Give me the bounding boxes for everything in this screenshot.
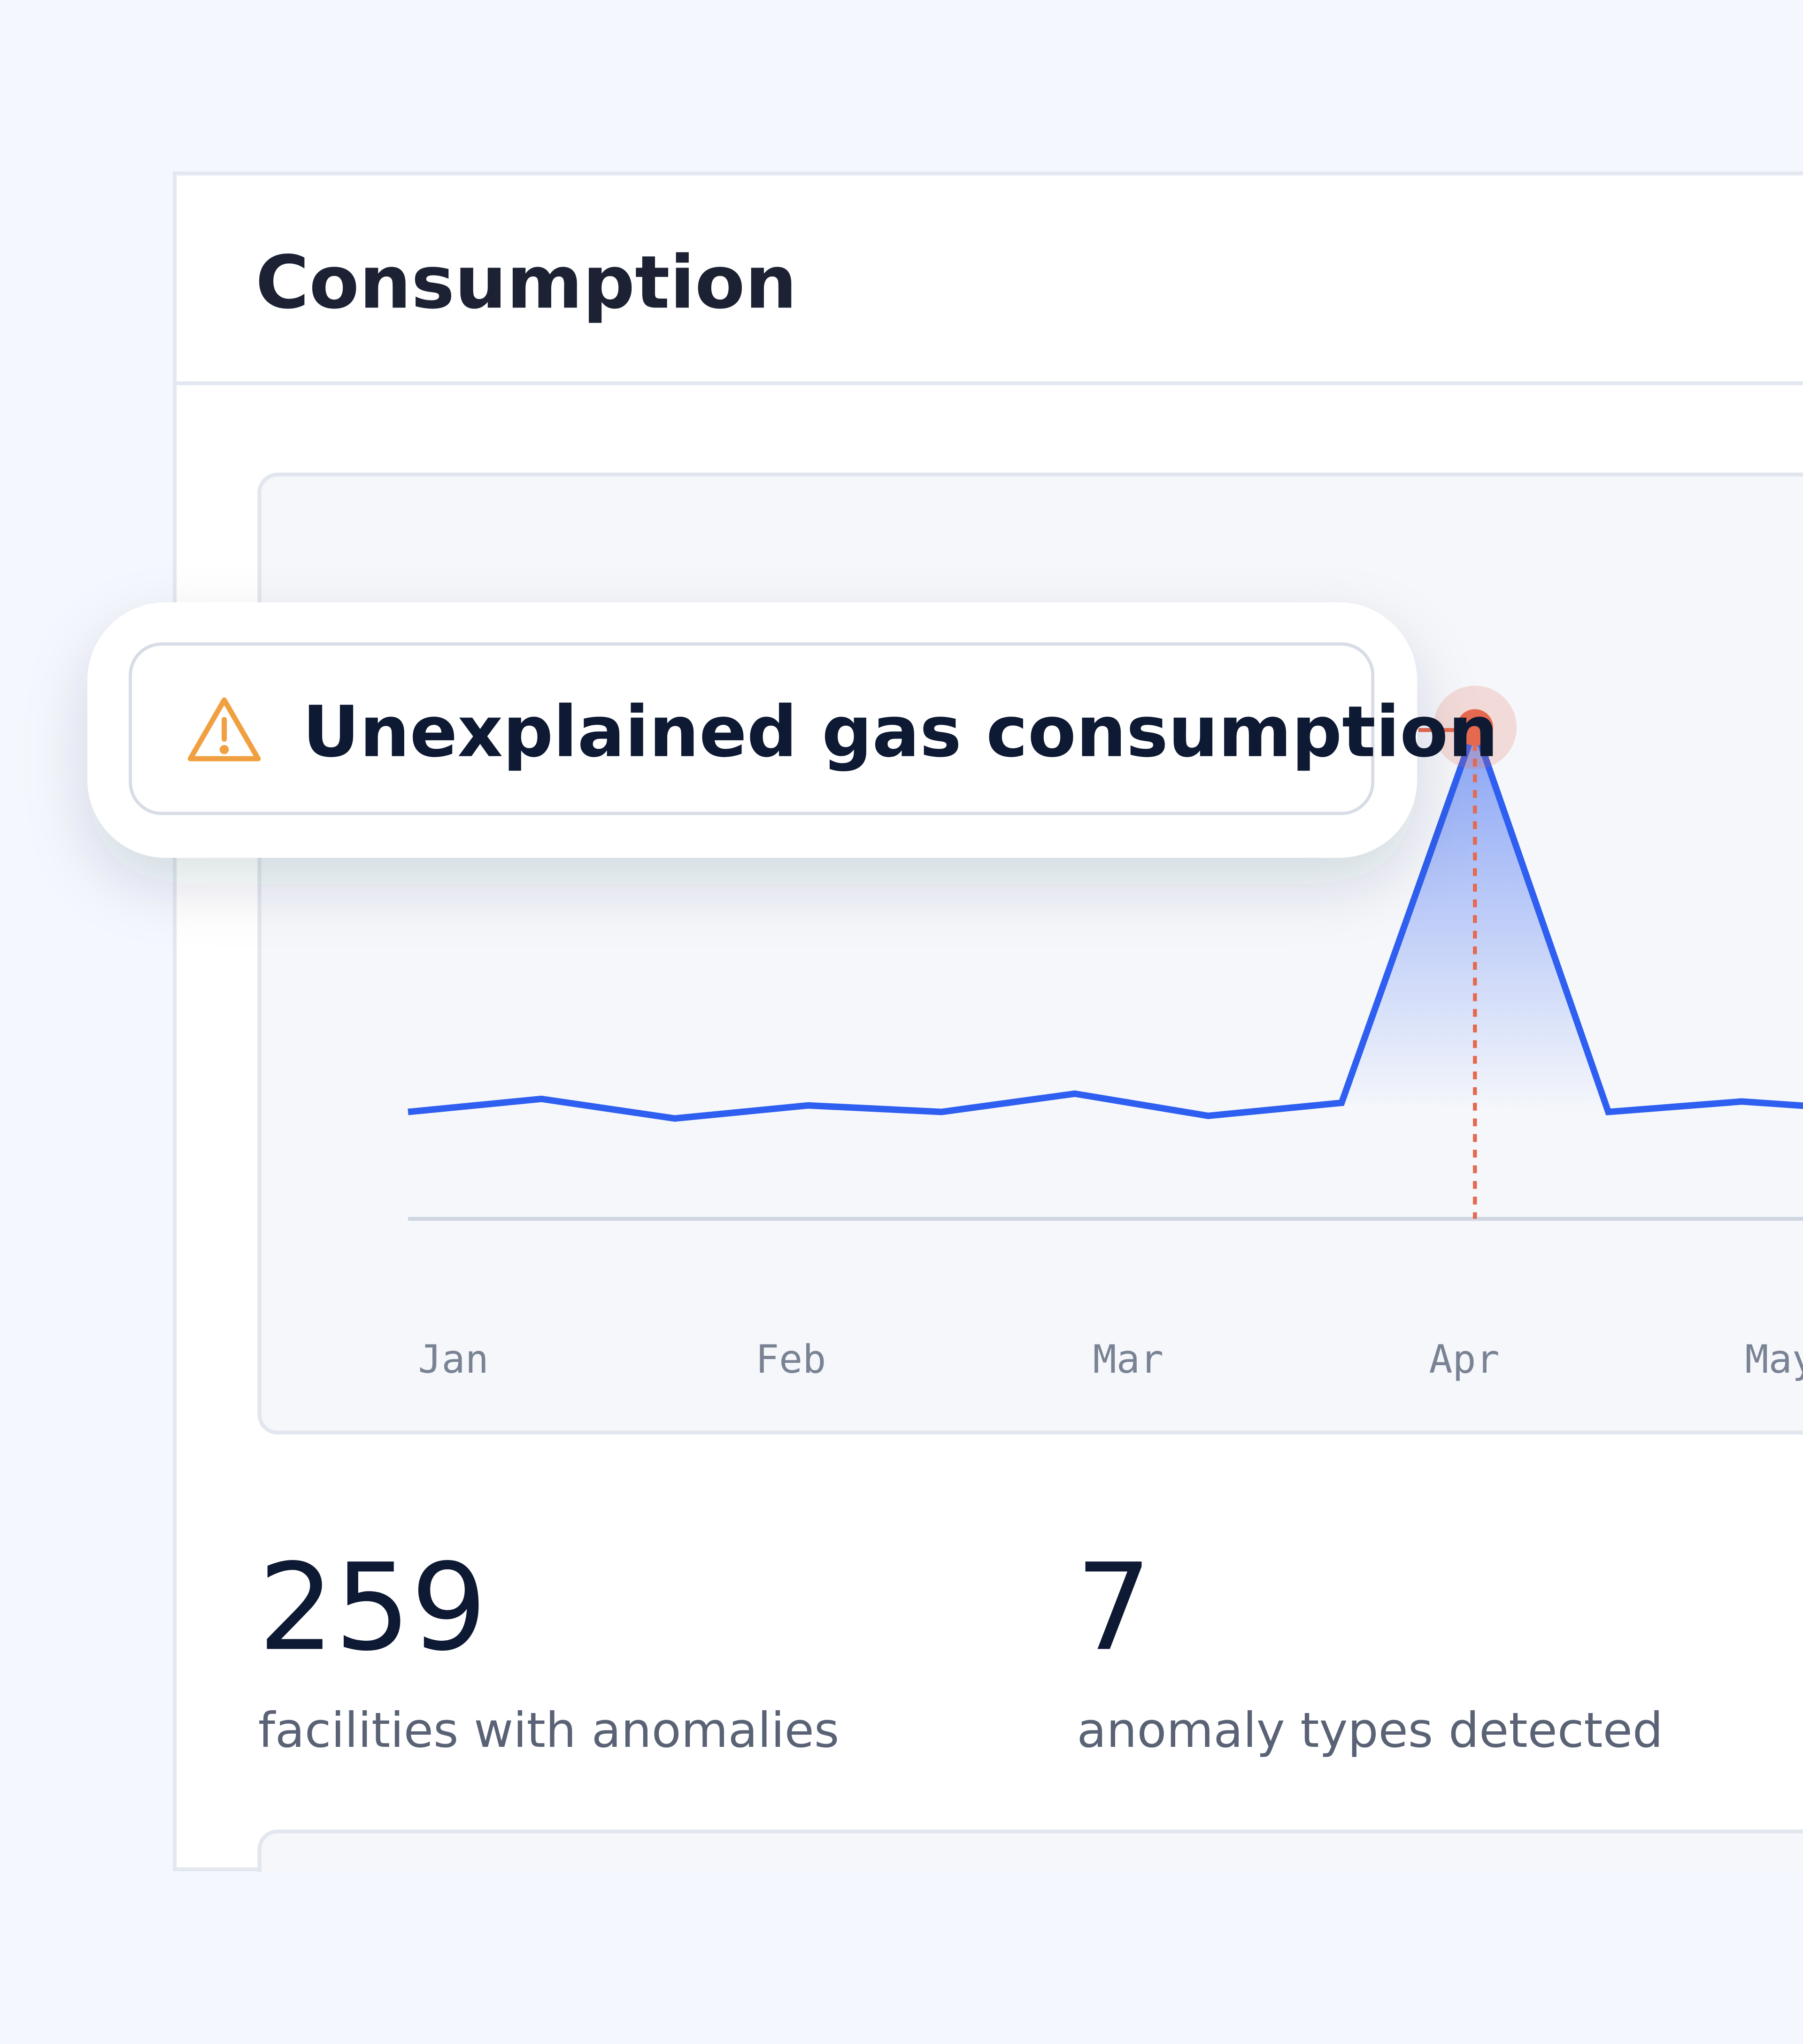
highlight-point [1456, 709, 1494, 746]
stat-label: anomaly types detected [1077, 1703, 1663, 1759]
stat-label: facilities with anomalies [258, 1703, 840, 1759]
x-tick-label: Jan [418, 1337, 488, 1382]
x-tick-label: Feb [755, 1337, 826, 1382]
annotation: Unexplained gas consumption [302, 692, 1498, 773]
card-title: Consumption [255, 240, 797, 325]
x-tick-label: Apr [1429, 1337, 1499, 1382]
plot: Jan Feb Mar Apr May [408, 685, 1803, 1382]
stat-value: 7 [1076, 1538, 1152, 1678]
x-tick-label: May [1745, 1337, 1803, 1382]
line [408, 717, 1803, 1122]
background-bottom [175, 1872, 1803, 2044]
stat-value: 259 [258, 1538, 487, 1678]
warning-icon [187, 697, 261, 761]
tooltip-inner [129, 642, 1375, 815]
x-tick-label: Mar [1093, 1337, 1163, 1382]
